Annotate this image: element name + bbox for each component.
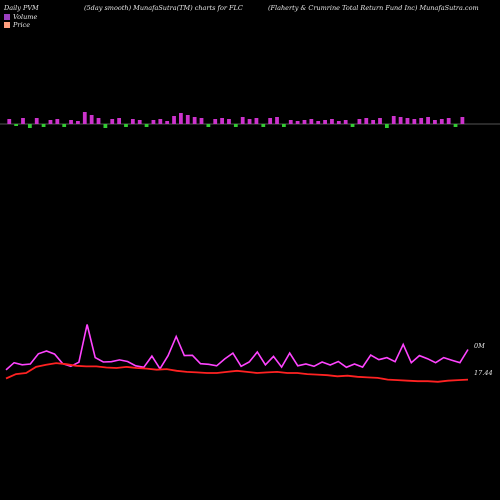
legend-volume-swatch: [4, 14, 10, 20]
legend-price-label: Price: [13, 21, 31, 29]
volume-bar: [384, 124, 389, 128]
volume-bar: [343, 120, 348, 124]
volume-bar: [96, 118, 101, 124]
volume-bar: [179, 113, 183, 124]
volume-bar: [295, 121, 300, 124]
volume-bar: [282, 124, 286, 127]
volume-bar: [261, 124, 266, 127]
chart-header-left: Daily PVM: [4, 4, 39, 12]
volume-bar: [433, 120, 437, 124]
volume-bar: [130, 119, 135, 124]
volume-bar: [391, 116, 396, 124]
volume-bar: [82, 112, 87, 124]
volume-bar: [254, 118, 259, 124]
volume-bar: [233, 124, 238, 127]
volume-bar: [124, 124, 128, 127]
volume-bar: [439, 119, 444, 124]
volume-bar: [199, 118, 204, 124]
volume-bar: [371, 120, 376, 124]
volume-bar: [227, 119, 231, 124]
volume-bar: [21, 118, 25, 124]
volume-bar: [185, 115, 190, 124]
volume-bar: [151, 120, 156, 124]
volume-bar: [137, 120, 142, 124]
volume-bar: [34, 118, 39, 124]
volume-bar: [302, 120, 307, 124]
volume-bars-panel: [0, 112, 500, 128]
volume-bar: [398, 117, 403, 124]
volume-bar: [48, 120, 53, 124]
volume-bar: [14, 124, 19, 126]
volume-bar: [206, 124, 211, 127]
volume-bar: [364, 118, 369, 124]
volume-bar: [357, 119, 362, 124]
legend-price: Price: [4, 21, 30, 29]
volume-bar: [323, 120, 327, 124]
volume-bar: [412, 119, 417, 124]
volume-bar: [426, 117, 430, 124]
volume-bar: [247, 119, 252, 124]
volume-bar: [330, 119, 334, 124]
volume-axis-label: 0M: [474, 342, 485, 350]
volume-bar: [275, 117, 279, 124]
volume-smooth-line: [5, 324, 469, 371]
volume-bar: [378, 118, 382, 124]
volume-bar: [117, 118, 121, 124]
price-volume-panel: [5, 324, 469, 383]
volume-bar: [192, 117, 197, 124]
volume-bar: [350, 124, 355, 127]
volume-bar: [453, 124, 458, 127]
volume-bar: [76, 121, 80, 124]
legend-volume: Volume: [4, 13, 37, 21]
volume-bar: [460, 117, 465, 124]
volume-bar: [144, 124, 149, 127]
price-line: [5, 362, 469, 383]
chart-header-title: (5day smooth) MunafaSutra(TM) charts for…: [84, 4, 243, 12]
chart-header-site: (Flaherty & Crumrine Total Return Fund I…: [268, 4, 479, 12]
volume-bar: [165, 121, 170, 124]
legend-volume-label: Volume: [13, 13, 38, 21]
price-axis-label: 17.44: [474, 369, 493, 377]
volume-bar: [103, 124, 108, 128]
volume-bar: [110, 119, 115, 124]
legend-price-swatch: [4, 22, 10, 28]
volume-bar: [172, 116, 176, 124]
volume-bar: [7, 119, 12, 124]
volume-bar: [446, 118, 451, 124]
volume-bar: [220, 118, 224, 124]
volume-bar: [309, 119, 314, 124]
volume-bar: [158, 119, 163, 124]
volume-bar: [268, 118, 273, 124]
volume-bar: [316, 121, 321, 124]
volume-bar: [213, 119, 218, 124]
volume-bar: [336, 121, 341, 124]
volume-bar: [419, 118, 424, 124]
volume-bar: [62, 124, 67, 127]
volume-bar: [27, 124, 32, 128]
volume-bar: [41, 124, 46, 127]
volume-bar: [69, 120, 73, 124]
volume-bar: [55, 119, 60, 124]
volume-bar: [89, 115, 94, 124]
volume-bar: [405, 118, 410, 124]
volume-bar: [288, 120, 293, 124]
volume-bar: [240, 117, 245, 124]
